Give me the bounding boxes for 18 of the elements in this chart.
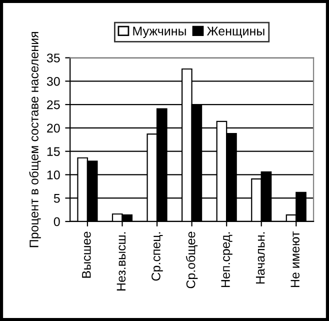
y-tick-label: 35 bbox=[46, 54, 60, 62]
y-tick-label: 30 bbox=[46, 76, 60, 86]
x-tick-label: Начальн. bbox=[256, 232, 265, 284]
legend-label: Мужчины bbox=[133, 26, 186, 38]
y-axis-title: Процент в общем составе населения bbox=[29, 32, 41, 248]
y-tick-label: 25 bbox=[47, 100, 60, 110]
y-tick-label: 0 bbox=[54, 217, 60, 226]
x-tick-label: Неп.сред. bbox=[221, 232, 232, 288]
x-tick-label: Ср.общее bbox=[186, 232, 198, 288]
y-tick-label: 15 bbox=[47, 147, 60, 156]
y-tick-label: 20 bbox=[47, 124, 60, 133]
x-tick-label: Высшее bbox=[82, 232, 91, 278]
x-tick-label: Нез.высш. bbox=[116, 232, 126, 290]
y-tick-label: 10 bbox=[47, 170, 60, 180]
x-tick-label: Не имеют bbox=[290, 231, 300, 287]
legend-label: Женщины bbox=[206, 26, 264, 38]
x-tick-label: Ср.спец. bbox=[152, 232, 163, 281]
y-tick-label: 5 bbox=[54, 194, 60, 203]
